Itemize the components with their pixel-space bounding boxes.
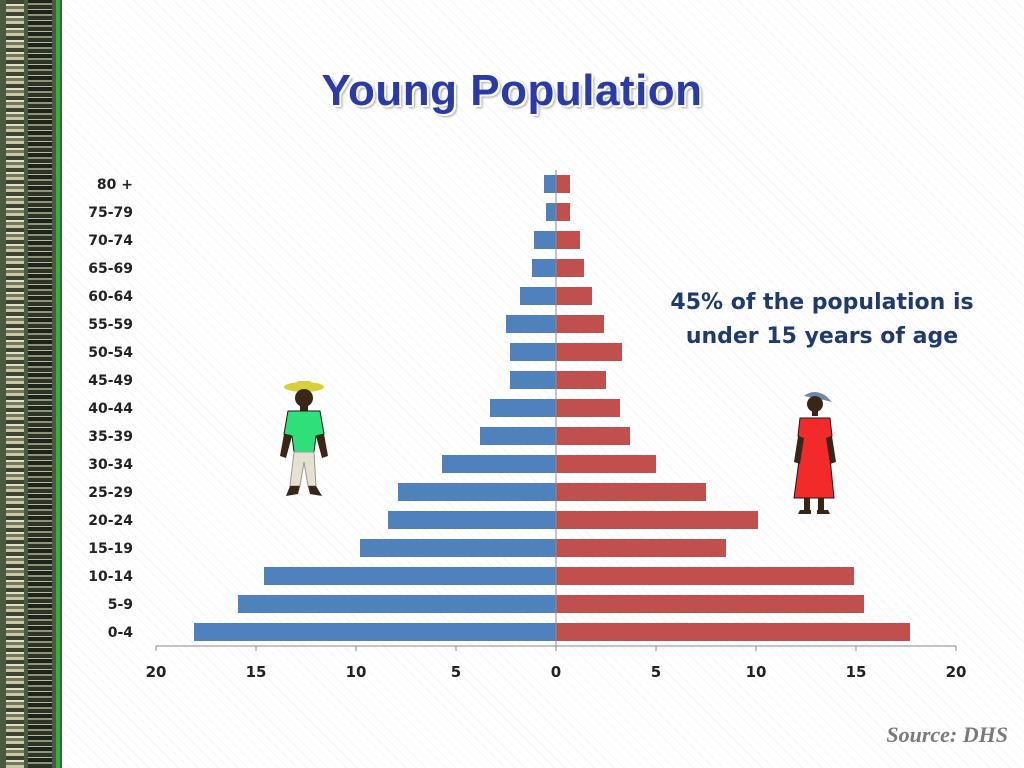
female-bar xyxy=(556,371,606,389)
y-tick-label: 5-9 xyxy=(108,597,133,613)
y-tick-label: 25-29 xyxy=(88,485,133,501)
male-bar xyxy=(510,371,556,389)
border-ornament xyxy=(6,0,24,768)
male-bar xyxy=(520,287,556,305)
y-tick-label: 10-14 xyxy=(88,569,133,585)
y-tick-label: 20-24 xyxy=(88,513,133,529)
male-bar xyxy=(480,427,556,445)
y-tick-label: 60-64 xyxy=(88,289,133,305)
border-ornament-inner xyxy=(28,0,52,768)
male-bar xyxy=(388,511,556,529)
female-bar xyxy=(556,231,580,249)
y-tick-label: 45-49 xyxy=(88,373,133,389)
male-bar xyxy=(534,231,556,249)
y-tick-label: 50-54 xyxy=(88,345,133,361)
male-bar xyxy=(510,343,556,361)
y-tick-label: 70-74 xyxy=(88,233,133,249)
callout-text: 45% of the population is under 15 years … xyxy=(670,290,974,349)
y-tick-label: 0-4 xyxy=(108,625,134,641)
y-tick-label: 80 + xyxy=(97,177,133,193)
x-tick-label: 15 xyxy=(246,663,267,681)
decorative-left-border xyxy=(0,0,62,768)
x-tick-label: 5 xyxy=(451,663,461,681)
female-bar xyxy=(556,595,864,613)
male-bar xyxy=(264,567,556,585)
woman-figure-icon xyxy=(793,392,836,514)
female-bar xyxy=(556,343,622,361)
female-bar xyxy=(556,455,656,473)
male-bar xyxy=(506,315,556,333)
x-tick-label: 10 xyxy=(346,663,367,681)
y-tick-label: 15-19 xyxy=(88,541,133,557)
x-tick-label: 10 xyxy=(746,663,767,681)
x-tick-label: 0 xyxy=(551,663,561,681)
y-tick-label: 55-59 xyxy=(88,317,133,333)
male-bar xyxy=(442,455,556,473)
female-bar xyxy=(556,539,726,557)
male-bar xyxy=(532,259,556,277)
x-tick-label: 15 xyxy=(846,663,867,681)
y-tick-label: 75-79 xyxy=(88,205,133,221)
female-bar xyxy=(556,399,620,417)
male-bar xyxy=(194,623,556,641)
x-tick-label: 5 xyxy=(651,663,661,681)
male-bar xyxy=(238,595,556,613)
male-bar xyxy=(544,175,556,193)
x-tick-label: 20 xyxy=(946,663,967,681)
female-bar xyxy=(556,511,758,529)
female-bar xyxy=(556,427,630,445)
slide-title: Young Population xyxy=(321,66,703,115)
male-bar xyxy=(546,203,556,221)
y-tick-label: 35-39 xyxy=(88,429,133,445)
male-bar xyxy=(490,399,556,417)
female-bar xyxy=(556,483,706,501)
x-tick-label: 20 xyxy=(146,663,167,681)
source-note: Source: DHS xyxy=(886,722,1008,747)
female-bar xyxy=(556,623,910,641)
male-bar xyxy=(360,539,556,557)
female-bar xyxy=(556,567,854,585)
female-bar xyxy=(556,203,570,221)
female-bar xyxy=(556,315,604,333)
female-bar xyxy=(556,259,584,277)
female-bar xyxy=(556,287,592,305)
male-bar xyxy=(398,483,556,501)
y-tick-label: 40-44 xyxy=(88,401,133,417)
female-bar xyxy=(556,175,570,193)
y-tick-label: 65-69 xyxy=(88,261,133,277)
border-green-line xyxy=(56,0,60,768)
man-figure-icon xyxy=(280,381,328,496)
y-tick-label: 30-34 xyxy=(88,457,133,473)
